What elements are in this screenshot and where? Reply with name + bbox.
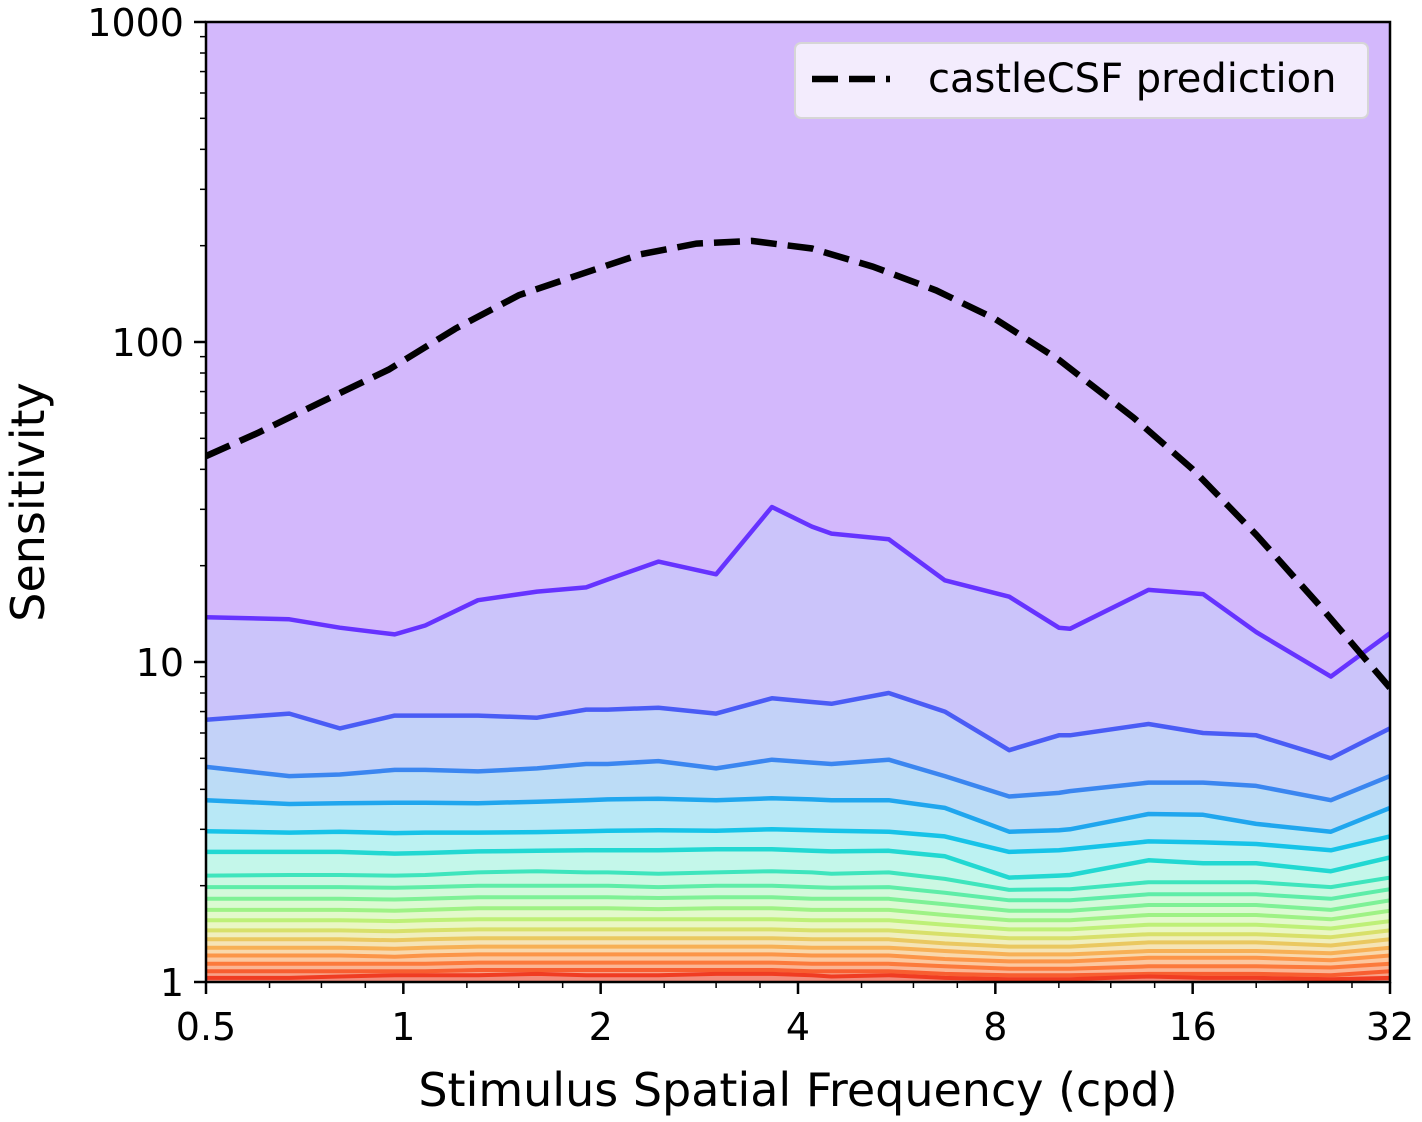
contour-line-5 (206, 827, 1390, 855)
legend-box (794, 42, 1369, 119)
x-tick-label: 4 (786, 1005, 810, 1049)
y-tick-label: 100 (111, 321, 184, 365)
x-tick-label: 16 (1168, 1005, 1216, 1049)
x-axis-ticks: 0.5 1 2 4 8 16 32 (176, 982, 1414, 1049)
x-tick-label: 0.5 (176, 1005, 236, 1049)
contour-line-13 (206, 936, 1390, 949)
contour-line-6 (206, 846, 1390, 880)
prediction-series (206, 237, 1390, 691)
contour-line-14 (206, 944, 1390, 957)
contour-line-16 (206, 960, 1390, 971)
contour-line-1 (206, 504, 1390, 679)
prediction-line-1 (206, 237, 1390, 691)
contour-line-18 (206, 971, 1390, 982)
contour-line-9 (206, 895, 1390, 913)
contour-line-11 (206, 917, 1390, 932)
x-tick-label: 1 (391, 1005, 415, 1049)
x-axis-label: Stimulus Spatial Frequency (cpd) (418, 1063, 1177, 1117)
contour-line-10 (206, 906, 1390, 923)
contour-line-7 (206, 869, 1390, 892)
plot-area (206, 22, 1390, 982)
x-tick-label: 8 (983, 1005, 1007, 1049)
x-tick-label: 2 (589, 1005, 613, 1049)
x-tick-label: 32 (1366, 1005, 1414, 1049)
y-axis-ticks: 1 10 100 1000 (87, 1, 206, 1005)
y-axis-label: Sensitivity (1, 382, 55, 621)
y-tick-label: 1000 (87, 1, 184, 45)
legend: castleCSF prediction (794, 42, 1369, 119)
y-tick-label: 1 (160, 961, 184, 1005)
contour-line-4 (206, 796, 1390, 834)
contour-lines (206, 504, 1390, 982)
contour-line-3 (206, 757, 1390, 803)
contour-line-17 (206, 968, 1390, 978)
contour-line-15 (206, 952, 1390, 964)
contour-line-12 (206, 927, 1390, 941)
contour-line-2 (206, 690, 1390, 761)
contour-line-8 (206, 883, 1390, 903)
legend-label-prediction: castleCSF prediction (928, 56, 1336, 102)
y-tick-label: 10 (136, 641, 184, 685)
